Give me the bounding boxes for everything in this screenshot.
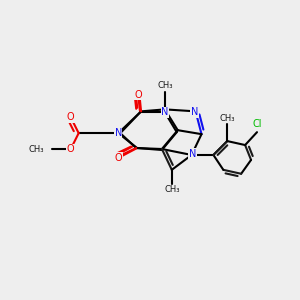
Text: CH₃: CH₃ bbox=[28, 145, 44, 154]
Text: N: N bbox=[191, 107, 198, 117]
Text: N: N bbox=[161, 107, 169, 117]
Text: O: O bbox=[115, 153, 122, 163]
Text: CH₃: CH₃ bbox=[220, 114, 235, 123]
Text: O: O bbox=[67, 144, 75, 154]
Text: O: O bbox=[134, 89, 142, 100]
Text: N: N bbox=[189, 149, 196, 159]
Text: CH₃: CH₃ bbox=[164, 185, 179, 194]
Text: N: N bbox=[115, 128, 122, 138]
Text: Cl: Cl bbox=[252, 119, 262, 129]
Text: CH₃: CH₃ bbox=[157, 81, 172, 90]
Text: O: O bbox=[67, 112, 75, 122]
